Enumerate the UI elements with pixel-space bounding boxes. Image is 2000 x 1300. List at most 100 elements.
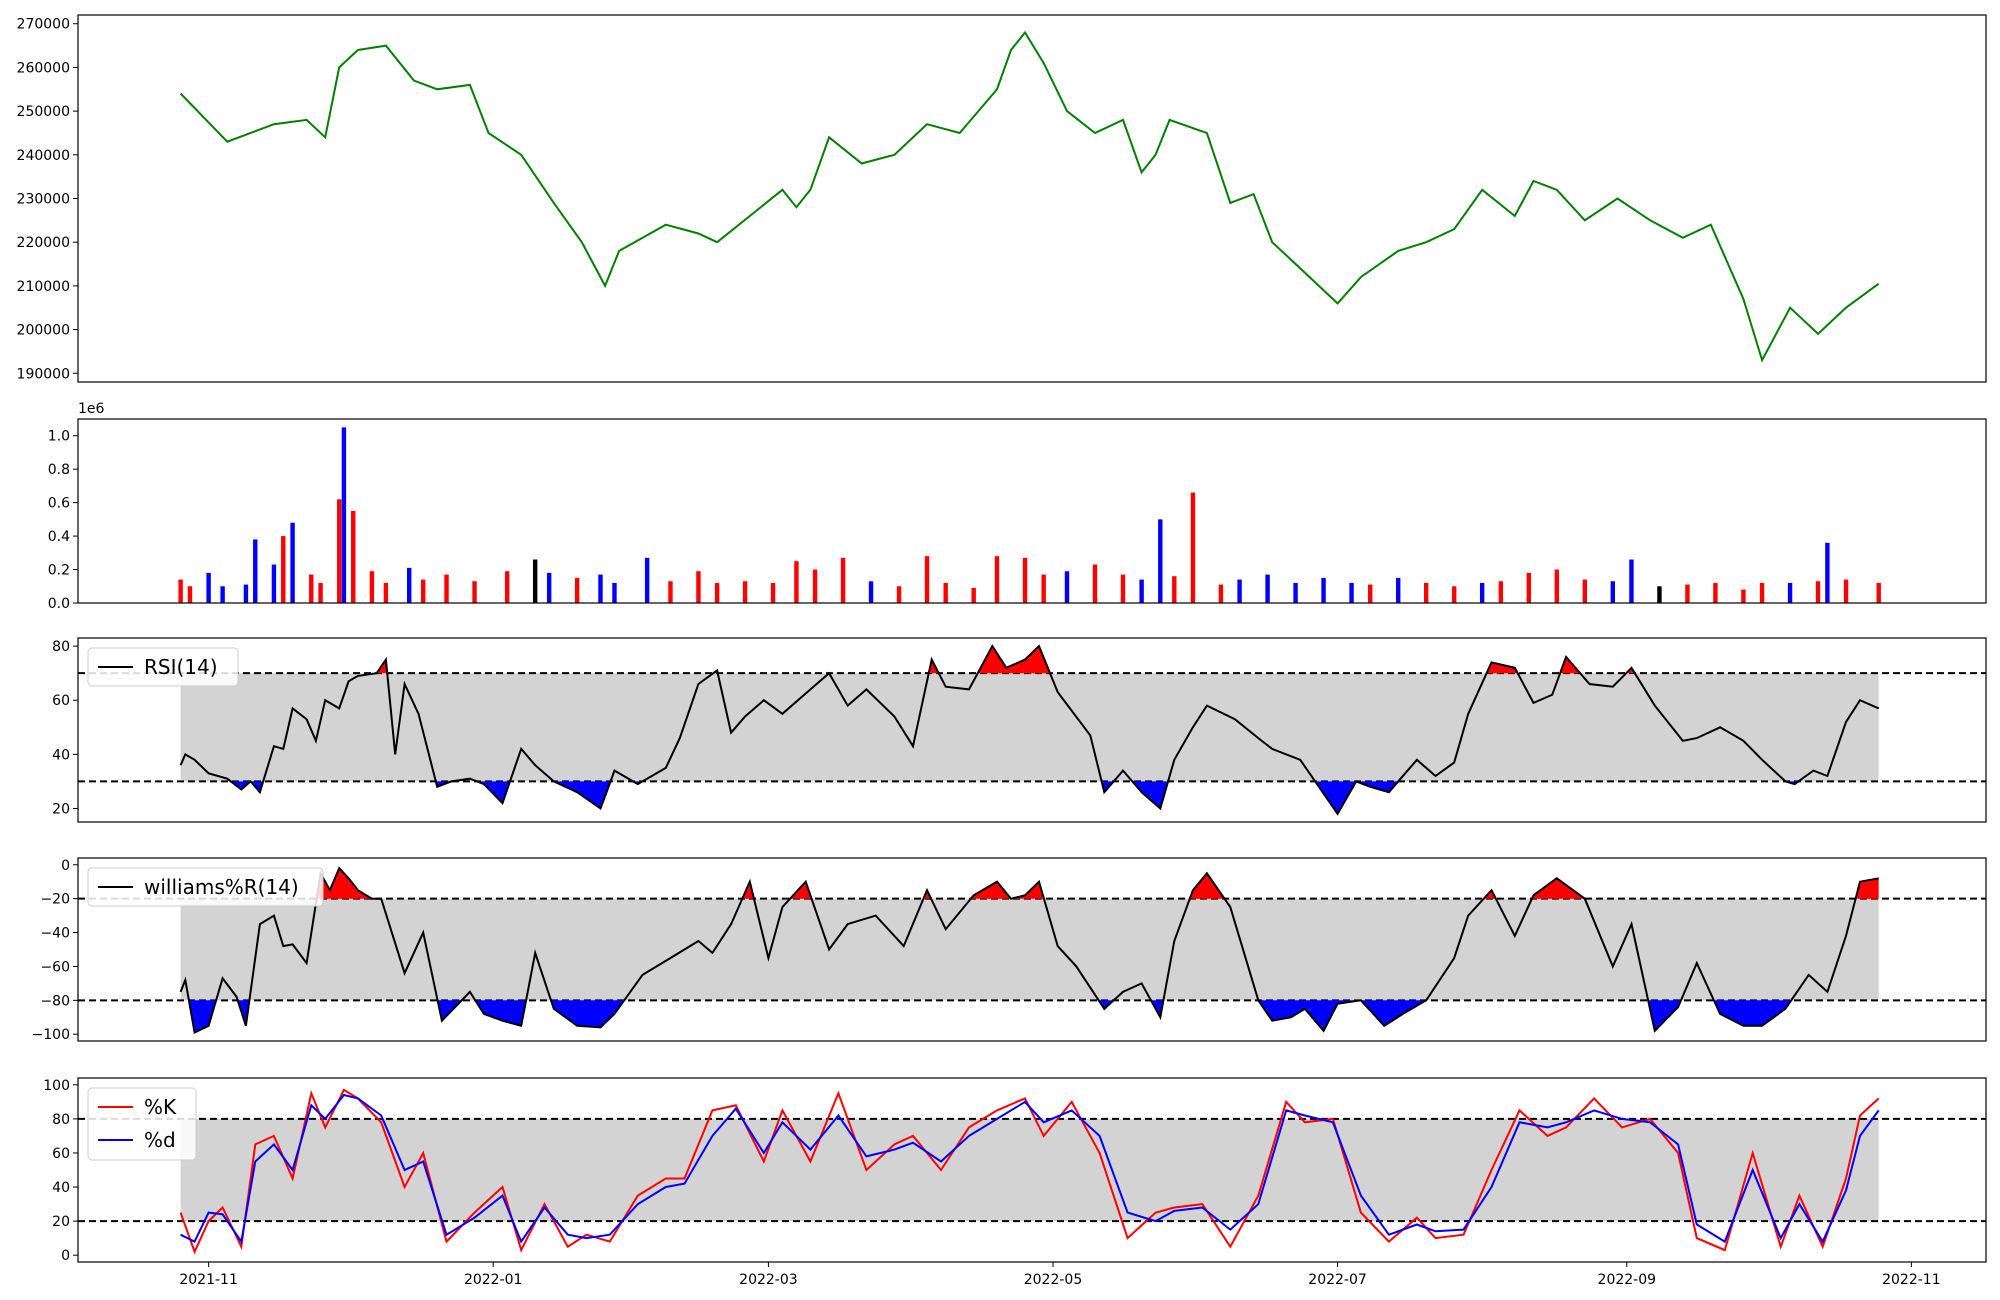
volume-bar	[1629, 559, 1634, 603]
y-tick-label: −80	[40, 993, 70, 1009]
y-tick-label: 0.2	[48, 563, 70, 579]
stochastic-panel: 0 20 40 60 80 100 %K %d 2021-11 2022-01 2022-03 202…	[43, 1077, 1987, 1288]
price-panel: 190000 200000 210000 220000 230000 240000 2500…	[17, 14, 1987, 383]
oversold-region	[1315, 781, 1357, 814]
oversold-region	[1713, 1000, 1792, 1026]
y-tick-label: 0.0	[48, 596, 70, 612]
y-tick-label: −20	[40, 892, 70, 908]
volume-bar	[770, 582, 776, 603]
rsi-panel: 20 40 60 80 RSI(14)	[52, 637, 1987, 823]
volume-bar	[1526, 572, 1532, 603]
legend: RSI(14)	[87, 647, 239, 687]
y-tick-label: 100	[43, 1078, 70, 1094]
volume-bar	[924, 556, 930, 603]
y-tick-label: 220000	[17, 235, 70, 251]
volume-bar	[1713, 582, 1718, 603]
y-tick-label: 40	[52, 747, 70, 763]
volume-bar	[1423, 582, 1429, 603]
volume-bar	[1498, 581, 1504, 603]
volume-bar	[178, 579, 183, 603]
oversold-region	[188, 1000, 217, 1033]
overbought-region	[1855, 878, 1879, 899]
volume-bar	[574, 577, 580, 603]
y-tick-label: −60	[40, 959, 70, 975]
volume-bar	[243, 584, 249, 603]
volume-bar	[1368, 584, 1373, 603]
volume-bar	[1321, 577, 1326, 603]
volume-bar	[421, 579, 426, 603]
volume-bar	[351, 511, 356, 603]
oversold-region	[476, 781, 510, 804]
oversold-region	[1360, 1000, 1427, 1026]
x-tick-label: 2022-01	[464, 1272, 523, 1288]
volume-bar	[1092, 564, 1098, 603]
legend-box	[87, 647, 239, 687]
legend-box	[87, 867, 324, 907]
y-tick-label: 1.0	[48, 429, 70, 445]
oversold-region	[230, 781, 251, 790]
volume-bar	[1876, 582, 1881, 603]
y-tick-label: 270000	[17, 17, 70, 33]
oversold-region	[1132, 781, 1169, 809]
volume-bar	[1064, 571, 1070, 603]
price-line	[179, 30, 1880, 363]
y-tick-label: 240000	[17, 148, 70, 164]
legend-label: williams%R(14)	[144, 875, 299, 899]
rsi-line	[179, 644, 1880, 816]
overbought-region	[970, 881, 1011, 899]
volume-bar	[644, 557, 650, 603]
volume-bar	[206, 572, 211, 603]
volume-bar	[1843, 579, 1849, 603]
volume-bar	[1139, 579, 1144, 603]
volume-bar	[309, 574, 314, 603]
volume-bar	[668, 581, 673, 603]
y-tick-label: 250000	[17, 104, 70, 120]
volume-bar	[472, 581, 477, 603]
x-tick-label: 2022-09	[1598, 1272, 1657, 1288]
y-tick-label: 0.8	[48, 462, 70, 478]
volume-bar	[742, 581, 748, 603]
volume-bar	[994, 556, 1000, 603]
percent-k-line	[179, 1088, 1880, 1255]
volume-bar	[271, 564, 277, 603]
volume-bar	[290, 522, 295, 603]
volume-bar	[868, 581, 874, 603]
volume-bar	[840, 557, 846, 603]
volume-bar	[1825, 542, 1830, 603]
volume-bar	[1685, 584, 1690, 603]
overbought-region	[1486, 662, 1518, 674]
volume-bar	[1815, 581, 1821, 603]
neutral-band	[180, 898, 1879, 1001]
legend: %K %d	[87, 1087, 197, 1161]
williams-line	[179, 866, 1879, 1034]
axes-frame	[77, 1077, 1987, 1263]
neutral-band	[180, 1118, 1879, 1222]
volume-bar	[1120, 574, 1126, 603]
volume-bar	[1610, 581, 1615, 603]
volume-bar	[1237, 579, 1242, 603]
volume-bar	[1657, 586, 1662, 603]
y-tick-label: 40	[52, 1180, 70, 1196]
oversold-region	[551, 1000, 625, 1028]
legend: williams%R(14)	[87, 867, 324, 907]
y-tick-label: 0.4	[48, 529, 70, 545]
volume-bar	[1479, 582, 1485, 603]
y-tick-label: 0	[61, 1248, 70, 1264]
oversold-region	[475, 1000, 527, 1026]
volume-bar	[220, 586, 225, 603]
volume-bar	[1158, 519, 1163, 603]
y-tick-label: 20	[52, 801, 70, 817]
overbought-region	[1189, 873, 1225, 899]
volume-bar	[1041, 574, 1046, 603]
y-tick-label: 190000	[17, 366, 70, 382]
volume-bar	[1451, 586, 1457, 603]
x-tick-label: 2022-11	[1882, 1272, 1941, 1288]
volume-bar	[794, 561, 799, 603]
y-tick-label: 60	[52, 693, 70, 709]
legend-label: RSI(14)	[144, 655, 218, 679]
volume-bar	[896, 586, 902, 603]
axes-frame	[77, 418, 1987, 604]
volume-bar	[598, 574, 603, 603]
volume-bar	[407, 567, 412, 603]
legend-label-d: %d	[144, 1128, 176, 1152]
